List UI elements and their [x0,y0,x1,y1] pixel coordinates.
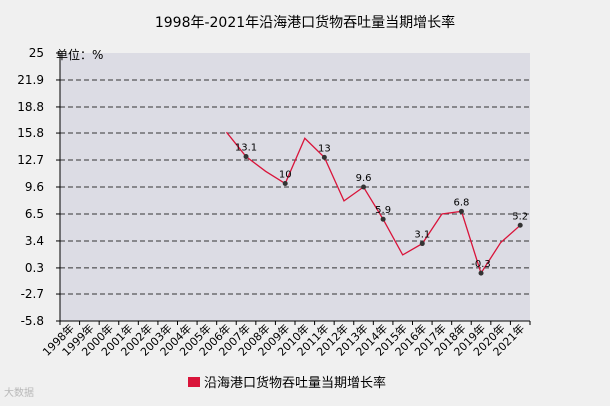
legend: 沿海港口货物吞吐量当期增长率 [188,372,386,391]
data-point [478,270,484,276]
data-label: -0.3 [471,259,491,270]
data-point [321,154,327,160]
data-label: 10 [279,170,292,181]
data-label: 9.6 [356,173,372,184]
y-tick-label: 21.9 [17,73,44,87]
y-tick-label: 3.4 [25,234,44,248]
data-point [517,222,523,228]
y-tick-label: 12.7 [17,153,44,167]
series-layer: 13.1 10 13 9.6 5.9 3.1 6.8 -0.3 5.2 [225,131,528,276]
y-tick-label: 18.8 [17,100,44,114]
y-axis-label: 单位：% [56,47,103,62]
data-point [243,154,249,160]
y-tick-label: -5.8 [21,314,44,328]
chart-title: 1998年-2021年沿海港口货物吞吐量当期增长率 [154,15,456,31]
watermark: 大数据 [4,388,34,399]
legend-label: 沿海港口货物吞吐量当期增长率 [204,376,387,391]
data-point [361,184,367,190]
data-point [282,181,288,187]
legend-swatch [188,376,200,387]
data-label: 5.2 [512,211,528,222]
y-tick-label: 15.8 [17,126,44,140]
y-tick-label: 0.3 [25,261,44,275]
data-label: 13 [318,143,331,154]
series-line [225,131,521,275]
data-label: 5.9 [375,205,391,216]
data-label: 6.8 [454,197,470,208]
data-label: 3.1 [414,230,430,241]
y-axis-ticks: 25 21.9 18.8 15.8 12.7 9.6 6.5 3.4 0.3 -2.7 -5.8 [17,46,60,328]
data-point [458,208,464,214]
y-tick-label: 9.6 [25,180,44,194]
data-point [419,241,425,247]
y-tick-label: -2.7 [21,287,44,301]
data-point [380,216,386,222]
x-axis-ticks: 1998年1999年2000年2001年2002年2003年2004年2005年… [39,321,531,359]
data-label: 13.1 [235,143,257,154]
y-tick-label: 25 [29,46,44,60]
y-tick-label: 6.5 [25,207,44,221]
